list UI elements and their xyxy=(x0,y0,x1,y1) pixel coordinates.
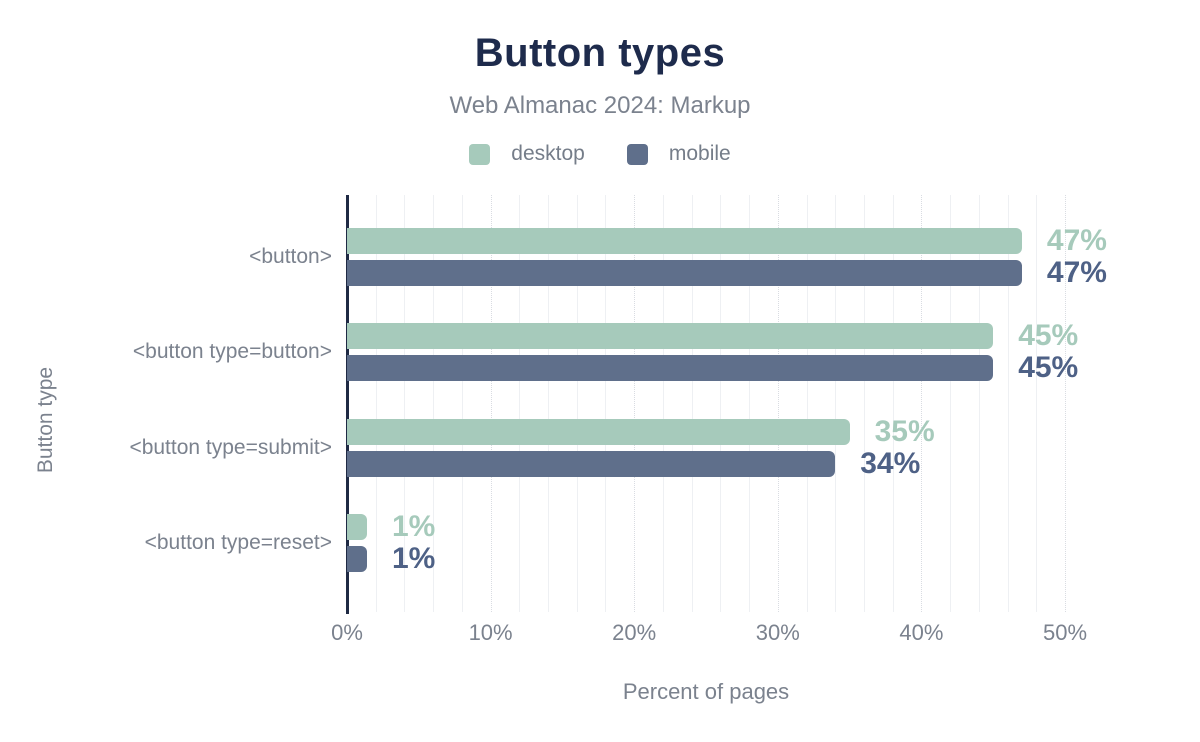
chart-subtitle: Web Almanac 2024: Markup xyxy=(449,92,751,119)
x-tick-label: 10% xyxy=(468,620,513,645)
category-label: <button type=button> xyxy=(132,340,332,363)
legend: desktop mobile xyxy=(0,142,1200,166)
gridline-minor xyxy=(835,195,837,612)
gridline-major xyxy=(921,195,923,612)
gridline-minor xyxy=(691,195,693,612)
bar-mobile-2[interactable] xyxy=(347,451,836,477)
bar-value-label: 47% xyxy=(1046,224,1107,257)
gridline-minor xyxy=(806,195,808,612)
gridline-minor xyxy=(461,195,463,612)
category-label: <button> xyxy=(249,245,332,268)
gridline-minor xyxy=(375,195,377,612)
gridline-minor xyxy=(605,195,607,612)
bar-value-label: 35% xyxy=(874,415,935,448)
gridline-minor xyxy=(1036,195,1038,612)
bar-desktop-3[interactable] xyxy=(347,514,367,540)
legend-label: mobile xyxy=(668,142,731,165)
gridline-major xyxy=(634,195,636,612)
legend-swatch-icon xyxy=(469,143,491,165)
legend-label: desktop xyxy=(511,142,585,165)
legend-swatch-icon xyxy=(626,143,648,165)
gridline-minor xyxy=(548,195,550,612)
gridline-minor xyxy=(576,195,578,612)
bar-desktop-0[interactable] xyxy=(347,228,1022,254)
category-label: <button type=submit> xyxy=(129,436,332,459)
bar-value-label: 45% xyxy=(1018,351,1079,384)
bar-value-label: 1% xyxy=(392,510,436,543)
bar-mobile-0[interactable] xyxy=(347,260,1022,286)
gridline-minor xyxy=(662,195,664,612)
gridline-minor xyxy=(433,195,435,612)
gridline-minor xyxy=(720,195,722,612)
y-axis-line xyxy=(346,195,349,614)
gridline-minor xyxy=(404,195,406,612)
x-tick-label: 20% xyxy=(612,620,657,645)
bar-value-label: 45% xyxy=(1018,319,1079,352)
gridline-minor xyxy=(863,195,865,612)
gridline-major xyxy=(490,195,492,612)
gridline-minor xyxy=(519,195,521,612)
gridline-major xyxy=(777,195,779,612)
chart-title: Button types xyxy=(474,31,726,75)
bar-mobile-1[interactable] xyxy=(347,355,994,381)
gridline-minor xyxy=(978,195,980,612)
legend-item-desktop[interactable]: desktop xyxy=(469,142,585,166)
x-tick-label: 40% xyxy=(899,620,944,645)
y-axis-title: Button type xyxy=(34,366,57,474)
bar-value-label: 1% xyxy=(392,542,436,575)
x-tick-label: 30% xyxy=(755,620,800,645)
x-tick-label: 50% xyxy=(1042,620,1088,645)
bar-desktop-2[interactable] xyxy=(347,419,850,445)
bar-mobile-3[interactable] xyxy=(347,546,367,572)
gridline-minor xyxy=(892,195,894,612)
gridline-minor xyxy=(749,195,751,612)
bar-value-label: 34% xyxy=(860,447,921,480)
x-axis-title: Percent of pages xyxy=(622,679,790,704)
gridline-minor xyxy=(1007,195,1009,612)
category-label: <button type=reset> xyxy=(144,531,332,554)
gridline-minor xyxy=(950,195,952,612)
x-tick-label: 0% xyxy=(331,620,363,645)
gridline-major xyxy=(1065,195,1066,612)
legend-item-mobile[interactable]: mobile xyxy=(626,142,731,166)
bar-desktop-1[interactable] xyxy=(347,323,994,349)
bar-value-label: 47% xyxy=(1046,256,1107,289)
